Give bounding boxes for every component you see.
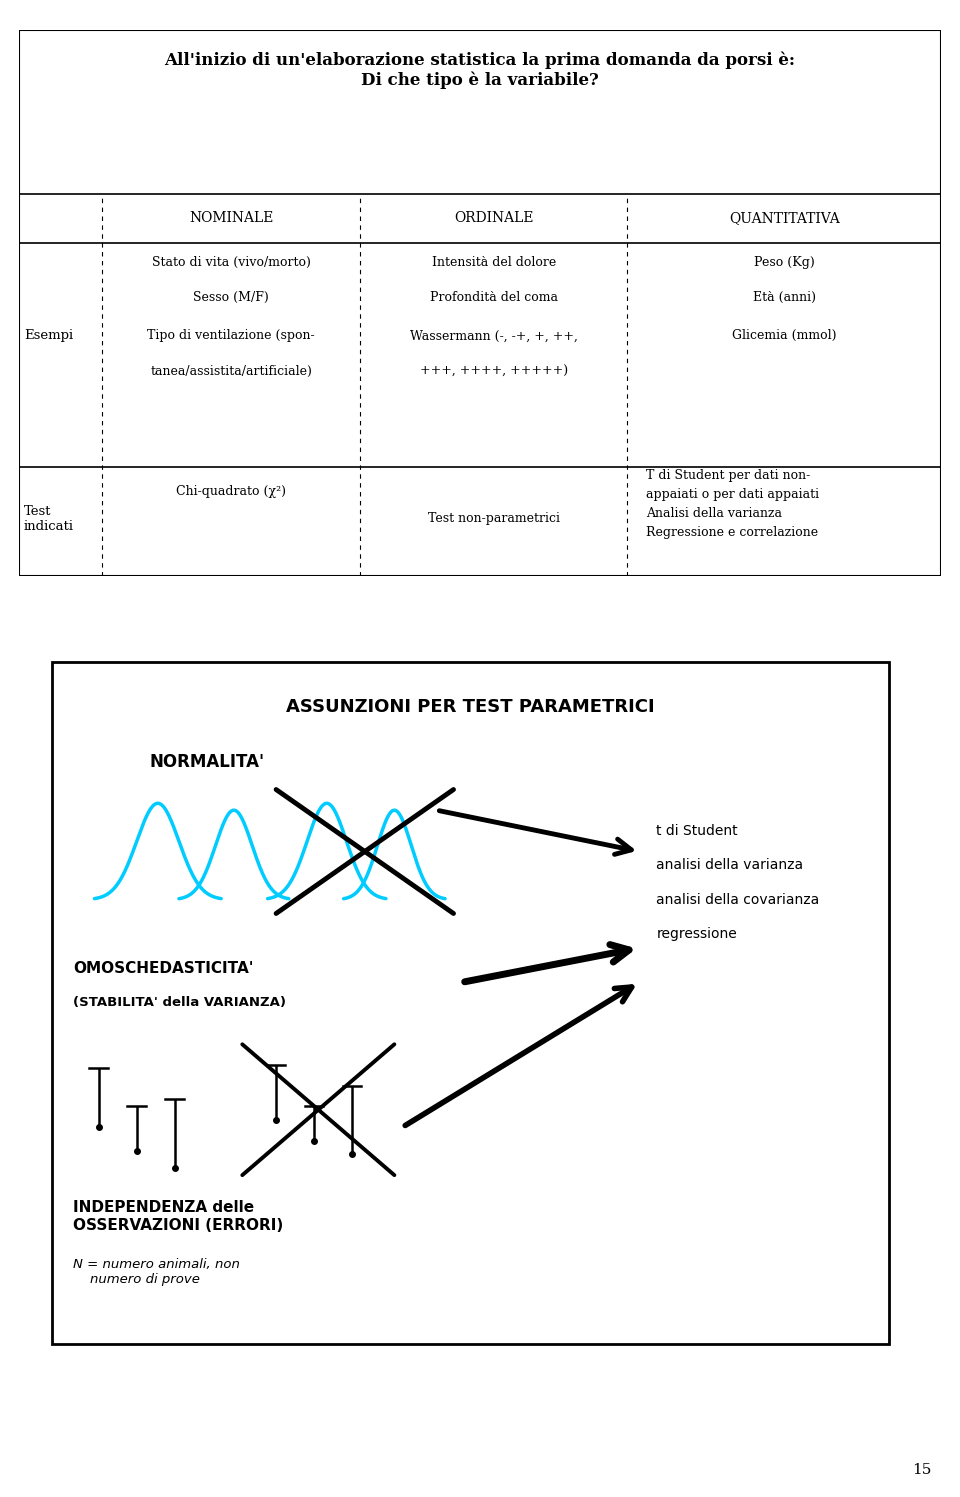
Text: Chi-quadrato (χ²): Chi-quadrato (χ²) [177, 485, 286, 499]
Text: Profondità del coma: Profondità del coma [430, 292, 558, 304]
Text: ORDINALE: ORDINALE [454, 211, 534, 226]
Text: t di Student: t di Student [657, 823, 738, 838]
Text: INDEPENDENZA delle
OSSERVAZIONI (ERRORI): INDEPENDENZA delle OSSERVAZIONI (ERRORI) [73, 1201, 283, 1232]
Text: regressione: regressione [657, 927, 737, 942]
Text: Analisi della varianza: Analisi della varianza [646, 507, 781, 519]
Text: analisi della varianza: analisi della varianza [657, 858, 804, 873]
FancyBboxPatch shape [52, 662, 889, 1344]
Text: Stato di vita (vivo/morto): Stato di vita (vivo/morto) [152, 256, 311, 268]
Text: All'inizio di un'elaborazione statistica la prima domanda da porsi è:
Di che tip: All'inizio di un'elaborazione statistica… [164, 52, 796, 90]
Text: Esempi: Esempi [24, 329, 73, 343]
Text: analisi della covarianza: analisi della covarianza [657, 892, 820, 907]
Text: Glicemia (mmol): Glicemia (mmol) [732, 329, 836, 343]
Text: Sesso (M/F): Sesso (M/F) [193, 292, 269, 304]
Text: QUANTITATIVA: QUANTITATIVA [729, 211, 839, 226]
FancyBboxPatch shape [19, 30, 941, 576]
Text: N = numero animali, non
    numero di prove: N = numero animali, non numero di prove [73, 1257, 240, 1286]
Text: Età (anni): Età (anni) [753, 292, 816, 304]
Text: Wassermann (-, -+, +, ++,: Wassermann (-, -+, +, ++, [410, 329, 578, 343]
Text: Peso (Kg): Peso (Kg) [754, 256, 814, 268]
Text: appaiati o per dati appaiati: appaiati o per dati appaiati [646, 488, 819, 501]
Text: +++, ++++, +++++): +++, ++++, +++++) [420, 365, 568, 377]
Text: ASSUNZIONI PER TEST PARAMETRICI: ASSUNZIONI PER TEST PARAMETRICI [286, 698, 655, 716]
Text: Regressione e correlazione: Regressione e correlazione [646, 525, 818, 539]
Text: NOMINALE: NOMINALE [189, 211, 274, 226]
Text: 15: 15 [912, 1463, 931, 1478]
Text: OMOSCHEDASTICITA': OMOSCHEDASTICITA' [73, 961, 253, 976]
Text: Test
indicati: Test indicati [24, 504, 74, 533]
Text: Tipo di ventilazione (spon-: Tipo di ventilazione (spon- [147, 329, 315, 343]
Text: Test non-parametrici: Test non-parametrici [428, 512, 560, 525]
Text: NORMALITA': NORMALITA' [150, 753, 265, 771]
Text: T di Student per dati non-: T di Student per dati non- [646, 469, 810, 482]
Text: Intensità del dolore: Intensità del dolore [432, 256, 556, 268]
Text: (STABILITA' della VARIANZA): (STABILITA' della VARIANZA) [73, 997, 286, 1009]
Text: tanea/assistita/artificiale): tanea/assistita/artificiale) [150, 365, 312, 377]
